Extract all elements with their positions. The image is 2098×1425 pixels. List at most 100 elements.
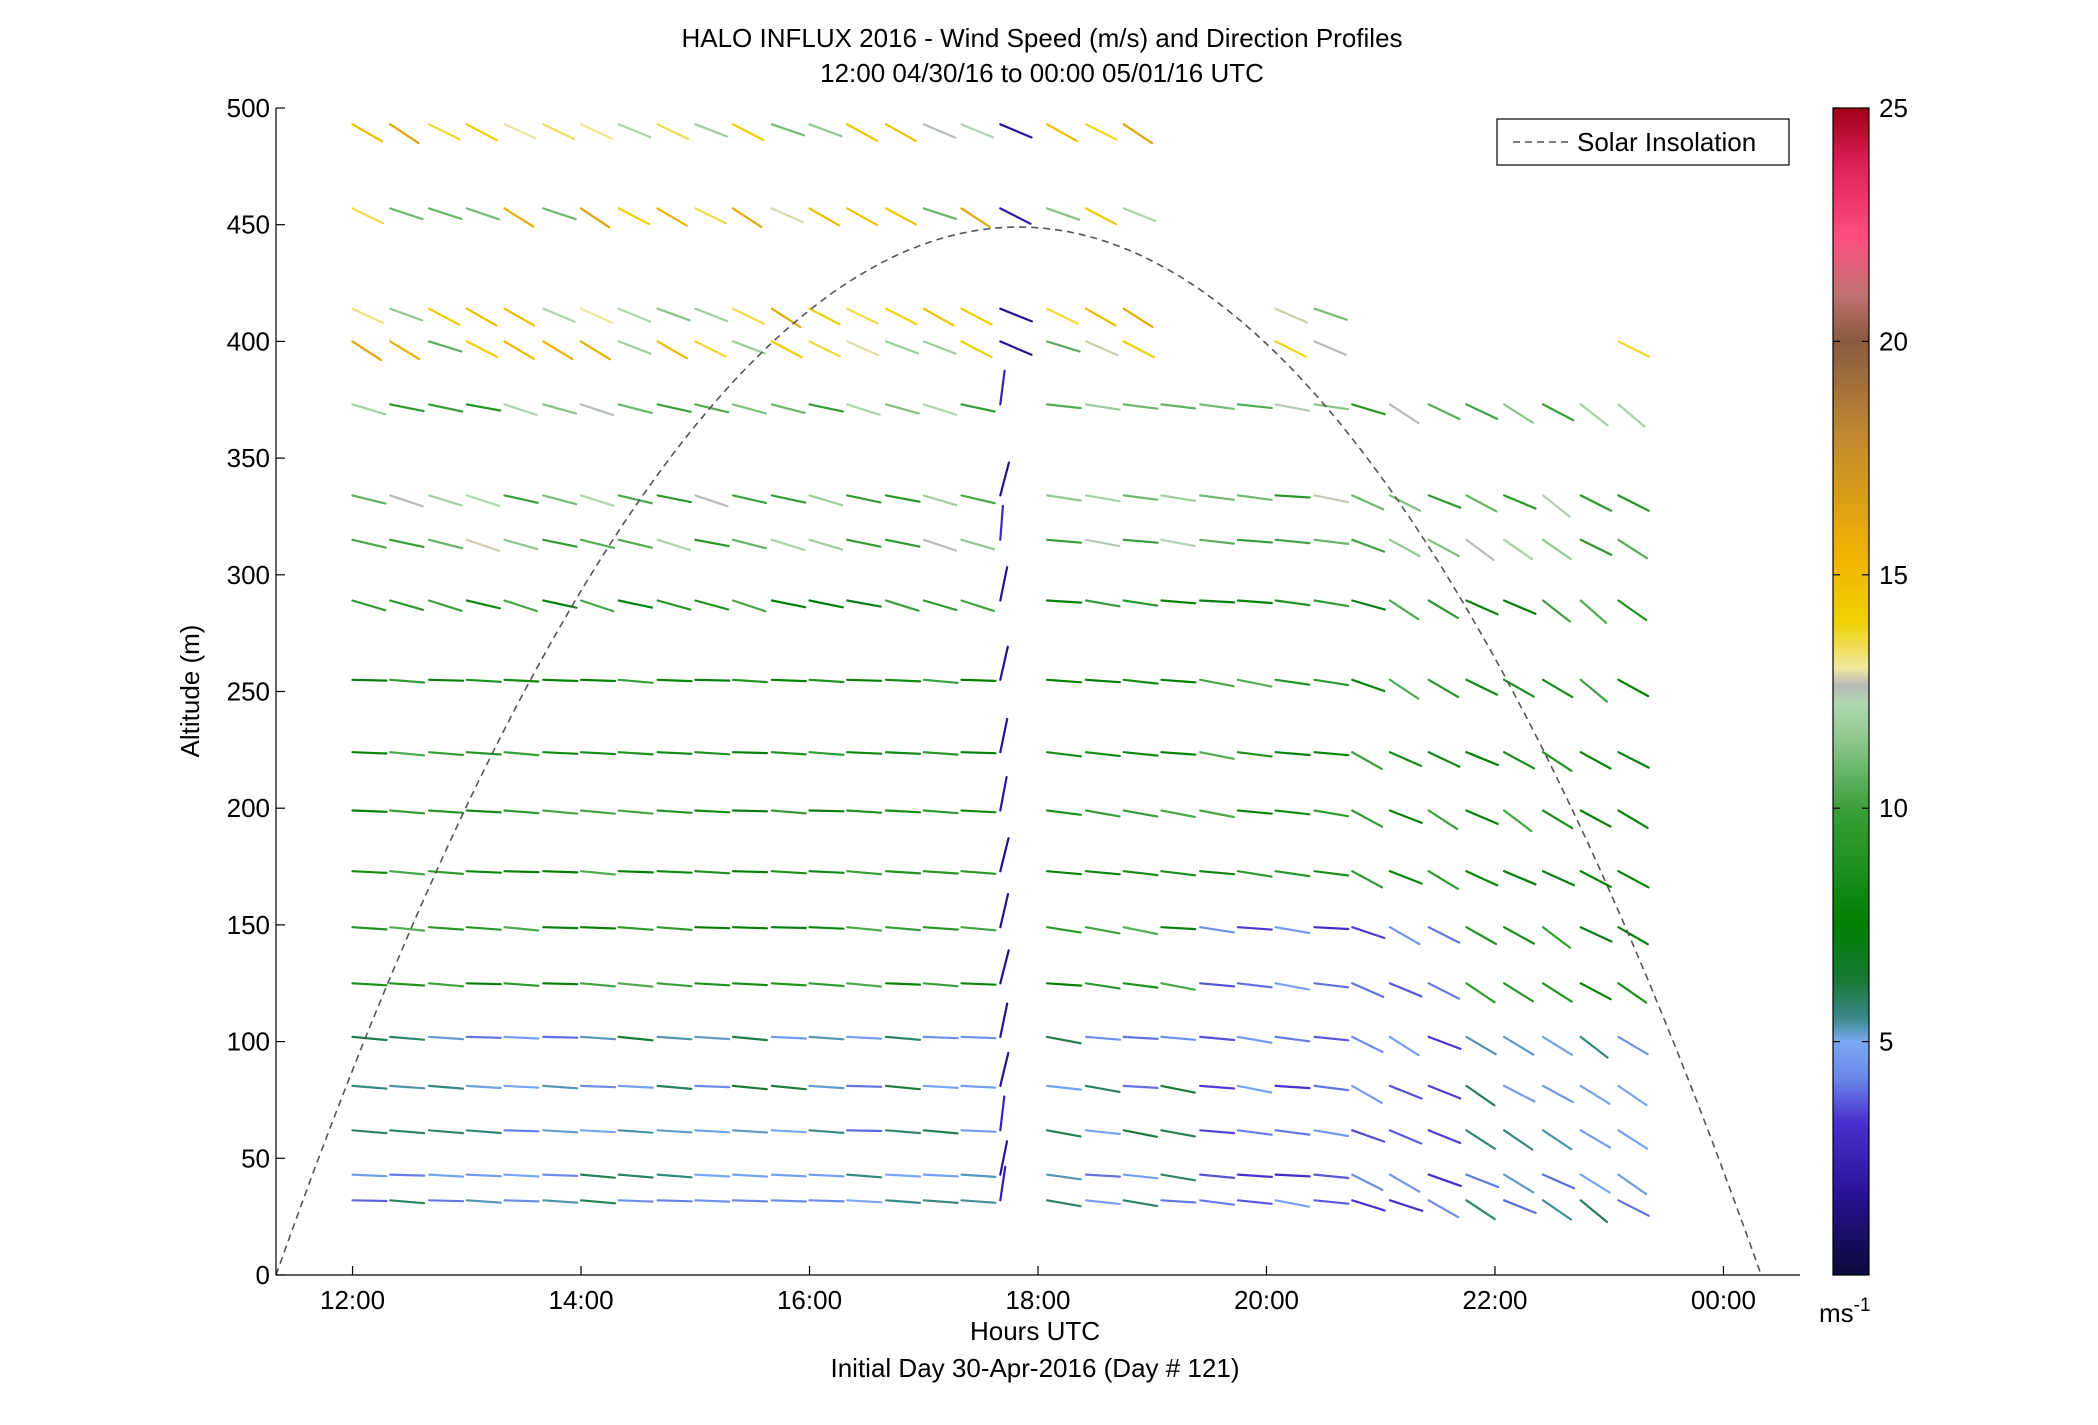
y-tick-label: 100 (227, 1027, 270, 1057)
wind-barb (1427, 494, 1462, 509)
wind-barb (389, 207, 424, 221)
wind-barb (694, 751, 731, 756)
wind-barb (1236, 599, 1273, 605)
wind-barb (428, 494, 463, 507)
wind-barb (999, 1095, 1006, 1132)
wind-barb (389, 1129, 426, 1135)
chart-subtitle: 12:00 04/30/16 to 00:00 05/01/16 UTC (820, 58, 1264, 88)
wind-barb (1313, 751, 1350, 757)
wind-barb (542, 494, 578, 506)
wind-barb (884, 599, 920, 612)
wind-barb (1427, 599, 1460, 620)
wind-barb (465, 1129, 502, 1135)
wind-barb (922, 1035, 959, 1040)
wind-barb (617, 926, 654, 931)
wind-barb (1427, 1084, 1462, 1100)
wind-barb (884, 207, 918, 226)
wind-barb (1122, 870, 1159, 877)
wind-barb (351, 982, 388, 987)
wind-barb (1199, 870, 1236, 876)
wind-barb (731, 123, 765, 141)
x-axis-label: Hours UTC (970, 1316, 1100, 1346)
wind-barb (731, 494, 768, 504)
wind-barb (694, 538, 730, 548)
colorbar-ticks: 5 10 15 20 25 (1833, 93, 1908, 1057)
wind-barb (656, 307, 691, 322)
wind-barb (731, 870, 769, 874)
wind-barb (960, 982, 997, 986)
wind-barb (617, 870, 654, 874)
colorbar-tick-label: 20 (1879, 326, 1908, 356)
wind-barb (999, 504, 1005, 541)
wind-barb (1160, 538, 1196, 548)
wind-barb (351, 307, 385, 325)
wind-barb (617, 1129, 654, 1134)
wind-barb (1199, 1035, 1236, 1042)
wind-barb (1351, 599, 1387, 611)
wind-barb (846, 1173, 883, 1179)
wind-barb (389, 599, 424, 611)
wind-barb (1579, 809, 1612, 828)
wind-barb (960, 494, 996, 505)
wind-barb (846, 809, 883, 814)
wind-barb (1465, 403, 1499, 420)
wind-barb (1199, 403, 1236, 410)
y-tick-label: 350 (227, 443, 270, 473)
wind-barb (1236, 1199, 1273, 1205)
wind-barb (731, 1084, 768, 1091)
colorbar-unit-base: ms (1819, 1298, 1854, 1328)
wind-barb (389, 1035, 426, 1041)
wind-barb (428, 870, 465, 876)
y-tick-label: 200 (227, 793, 270, 823)
x-tick-label: 00:00 (1691, 1285, 1756, 1315)
wind-barb (1236, 926, 1273, 931)
wind-barb (1160, 751, 1197, 756)
wind-barb (1579, 1173, 1611, 1194)
wind-barb (1351, 678, 1386, 693)
wind-barb (731, 207, 763, 229)
wind-barb (1427, 809, 1459, 831)
wind-barb (542, 809, 579, 815)
wind-barb (1084, 1199, 1121, 1206)
wind-barb (428, 1035, 465, 1041)
wind-barb (656, 1084, 693, 1091)
wind-barb (428, 1173, 465, 1178)
wind-barb (846, 340, 880, 357)
wind-barb (1084, 1035, 1122, 1041)
wind-barb (808, 926, 845, 930)
wind-barb (579, 1084, 617, 1089)
wind-barb (884, 1035, 922, 1041)
wind-barb (656, 1199, 693, 1203)
wind-barb (389, 340, 421, 361)
wind-barb (884, 538, 921, 548)
wind-barb (1502, 1173, 1535, 1194)
wind-barb (1122, 1199, 1159, 1208)
wind-barb (1541, 494, 1571, 518)
wind-barb (1236, 538, 1273, 544)
wind-barb (1045, 1173, 1082, 1181)
wind-barb (1427, 403, 1461, 421)
wind-barb (428, 599, 463, 612)
wind-barb (1465, 1199, 1496, 1221)
wind-barb (465, 207, 501, 221)
wind-barb (351, 494, 387, 505)
wind-barb (770, 340, 803, 359)
x-axis-ticks: 12:00 14:00 16:00 18:00 20:00 22:00 00:00 (320, 1266, 1756, 1315)
wind-barb (808, 982, 845, 988)
wind-barb (465, 678, 502, 683)
wind-barb (1541, 538, 1573, 561)
wind-barb (351, 599, 387, 612)
wind-barb (1045, 123, 1078, 143)
wind-barb (503, 494, 539, 504)
wind-barb (694, 1084, 731, 1089)
wind-barb (1160, 1084, 1196, 1094)
wind-barb (884, 307, 918, 326)
wind-barb (1579, 751, 1612, 770)
wind-barb (1274, 809, 1311, 816)
wind-barb (1427, 1035, 1462, 1051)
wind-barb (1541, 1199, 1573, 1221)
wind-barb (1465, 809, 1499, 826)
wind-barb (389, 809, 426, 815)
wind-barb (846, 678, 883, 682)
